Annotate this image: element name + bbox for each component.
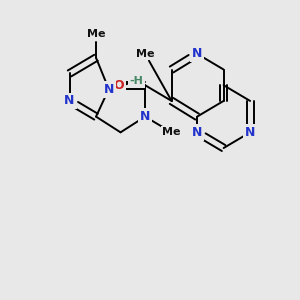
- Text: N: N: [64, 94, 75, 107]
- Text: N: N: [192, 47, 202, 60]
- Text: Me: Me: [87, 29, 105, 39]
- Text: Me: Me: [162, 127, 181, 137]
- Text: N: N: [245, 126, 255, 139]
- Text: N: N: [140, 110, 150, 123]
- Text: O: O: [113, 79, 124, 92]
- Text: N: N: [103, 82, 114, 96]
- Text: Me: Me: [136, 49, 154, 59]
- Text: -H: -H: [129, 76, 143, 86]
- Text: N: N: [192, 126, 202, 139]
